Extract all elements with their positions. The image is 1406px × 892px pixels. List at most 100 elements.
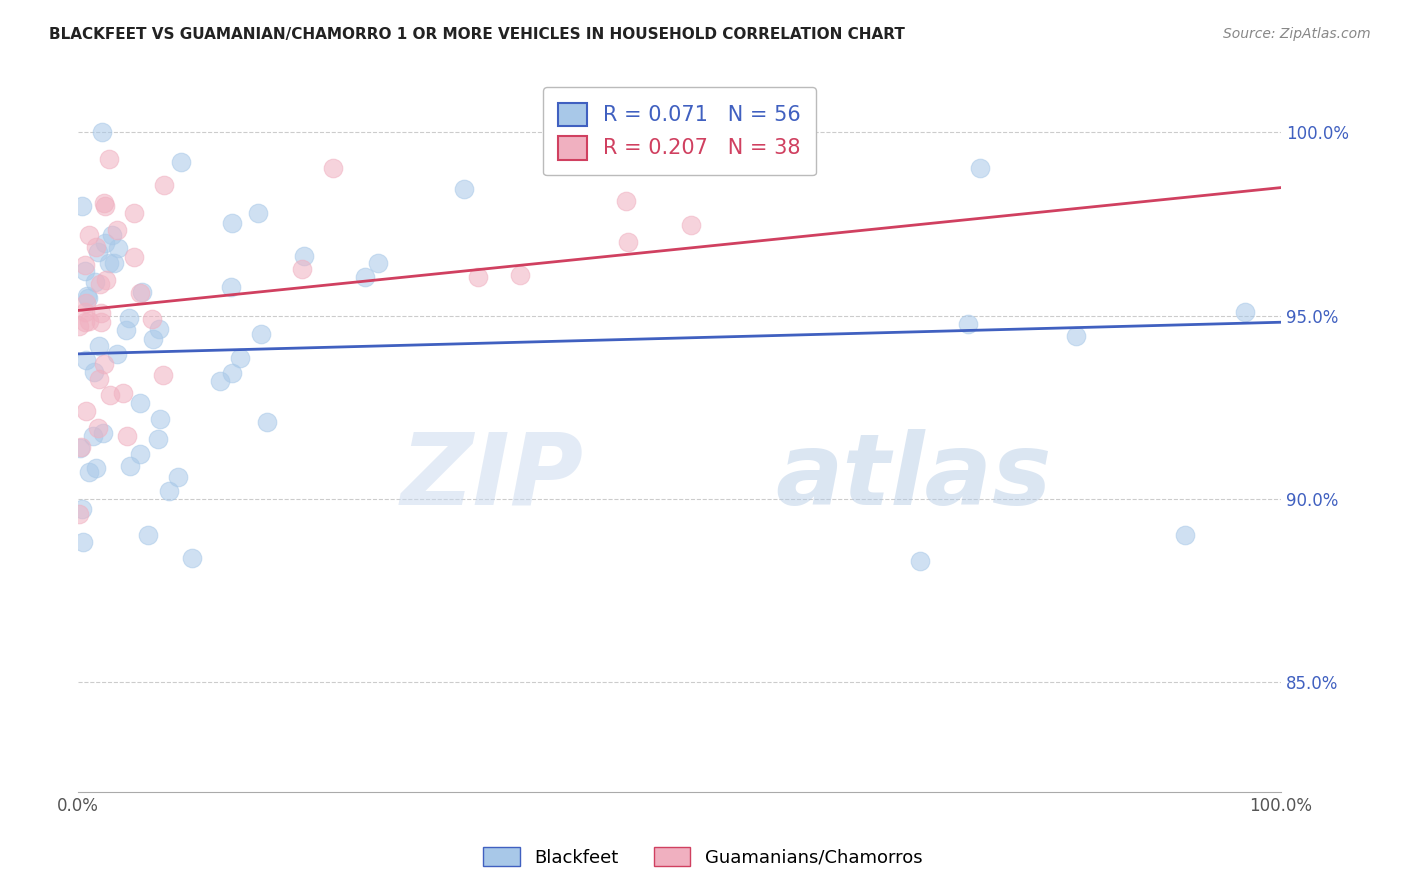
- Point: [141, 312, 163, 326]
- Point: [69, 441, 91, 455]
- Point: [72, 534, 94, 549]
- Point: [90, 315, 112, 329]
- Point: [93, 357, 115, 371]
- Point: [181, 551, 204, 566]
- Point: [82, 429, 104, 443]
- Point: [107, 241, 129, 255]
- Point: [246, 205, 269, 219]
- Point: [969, 161, 991, 175]
- Point: [93, 199, 115, 213]
- Point: [93, 195, 115, 210]
- Point: [86, 421, 108, 435]
- Point: [679, 218, 702, 232]
- Point: [129, 447, 152, 461]
- Point: [148, 432, 170, 446]
- Point: [124, 250, 146, 264]
- Point: [77, 314, 100, 328]
- Point: [77, 465, 100, 479]
- Point: [90, 306, 112, 320]
- Point: [250, 327, 273, 342]
- Point: [221, 216, 243, 230]
- Point: [115, 429, 138, 443]
- Point: [103, 255, 125, 269]
- Point: [219, 280, 242, 294]
- Point: [354, 270, 377, 285]
- Text: atlas: atlas: [776, 429, 1052, 526]
- Point: [70, 440, 93, 454]
- Point: [115, 323, 138, 337]
- Point: [93, 236, 115, 251]
- Point: [76, 289, 98, 303]
- Point: [91, 125, 114, 139]
- Point: [957, 318, 980, 332]
- Text: BLACKFEET VS GUAMANIAN/CHAMORRO 1 OR MORE VEHICLES IN HOUSEHOLD CORRELATION CHAR: BLACKFEET VS GUAMANIAN/CHAMORRO 1 OR MOR…: [49, 27, 905, 42]
- Point: [291, 261, 314, 276]
- Point: [157, 483, 180, 498]
- Point: [73, 258, 96, 272]
- Point: [152, 368, 174, 382]
- Point: [129, 285, 152, 300]
- Point: [467, 270, 489, 285]
- Point: [208, 374, 231, 388]
- Point: [153, 178, 176, 192]
- Point: [73, 315, 96, 329]
- Point: [509, 268, 531, 282]
- Point: [84, 460, 107, 475]
- Point: [75, 404, 97, 418]
- Point: [118, 310, 141, 325]
- Point: [70, 502, 93, 516]
- Point: [72, 199, 94, 213]
- Point: [617, 235, 640, 249]
- Point: [84, 275, 107, 289]
- Point: [91, 425, 114, 440]
- Point: [98, 388, 121, 402]
- Point: [908, 554, 931, 568]
- Point: [105, 347, 128, 361]
- Legend: R = 0.071   N = 56, R = 0.207   N = 38: R = 0.071 N = 56, R = 0.207 N = 38: [543, 87, 817, 176]
- Point: [1233, 304, 1256, 318]
- Point: [221, 366, 243, 380]
- Point: [131, 285, 153, 299]
- Point: [1174, 527, 1197, 541]
- Point: [75, 353, 97, 368]
- Point: [136, 528, 159, 542]
- Point: [67, 319, 90, 334]
- Text: ZIP: ZIP: [401, 429, 583, 526]
- Point: [87, 338, 110, 352]
- Text: Source: ZipAtlas.com: Source: ZipAtlas.com: [1223, 27, 1371, 41]
- Point: [292, 249, 315, 263]
- Point: [105, 223, 128, 237]
- Point: [83, 365, 105, 379]
- Point: [322, 161, 344, 176]
- Point: [614, 194, 637, 209]
- Point: [166, 469, 188, 483]
- Point: [170, 155, 193, 169]
- Point: [101, 228, 124, 243]
- Point: [229, 351, 252, 366]
- Point: [453, 182, 475, 196]
- Point: [256, 415, 278, 429]
- Point: [77, 227, 100, 242]
- Point: [76, 291, 98, 305]
- Point: [98, 152, 121, 166]
- Point: [128, 396, 150, 410]
- Point: [67, 507, 90, 521]
- Point: [1066, 329, 1088, 343]
- Point: [87, 245, 110, 260]
- Point: [75, 296, 97, 310]
- Point: [367, 256, 389, 270]
- Point: [87, 372, 110, 386]
- Point: [124, 206, 146, 220]
- Point: [149, 412, 172, 426]
- Point: [94, 273, 117, 287]
- Point: [89, 277, 111, 291]
- Point: [120, 459, 142, 474]
- Point: [112, 385, 135, 400]
- Point: [98, 256, 121, 270]
- Point: [75, 305, 97, 319]
- Legend: Blackfeet, Guamanians/Chamorros: Blackfeet, Guamanians/Chamorros: [477, 840, 929, 874]
- Point: [84, 240, 107, 254]
- Point: [73, 264, 96, 278]
- Point: [142, 332, 165, 346]
- Point: [148, 322, 170, 336]
